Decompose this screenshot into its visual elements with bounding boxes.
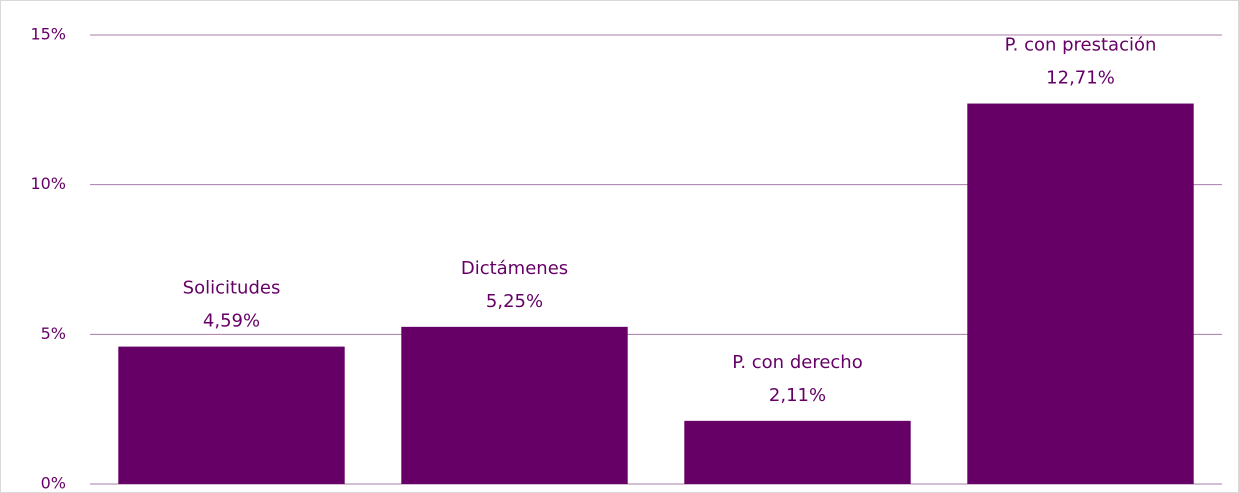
bar bbox=[118, 346, 345, 484]
bar bbox=[967, 103, 1194, 484]
category-label: P. con prestación bbox=[1005, 35, 1157, 56]
value-label: 5,25% bbox=[486, 291, 543, 312]
bar bbox=[401, 326, 628, 484]
y-tick-label: 5% bbox=[41, 324, 66, 343]
y-tick-label: 10% bbox=[30, 174, 66, 193]
y-tick-label: 15% bbox=[30, 25, 66, 44]
category-label: Solicitudes bbox=[183, 278, 281, 299]
category-label: P. con derecho bbox=[732, 352, 862, 373]
value-label: 12,71% bbox=[1046, 68, 1115, 89]
bar bbox=[684, 420, 911, 484]
value-label: 4,59% bbox=[203, 311, 260, 332]
category-label: Dictámenes bbox=[461, 258, 568, 279]
y-tick-label: 0% bbox=[41, 474, 66, 493]
value-label: 2,11% bbox=[769, 385, 826, 406]
